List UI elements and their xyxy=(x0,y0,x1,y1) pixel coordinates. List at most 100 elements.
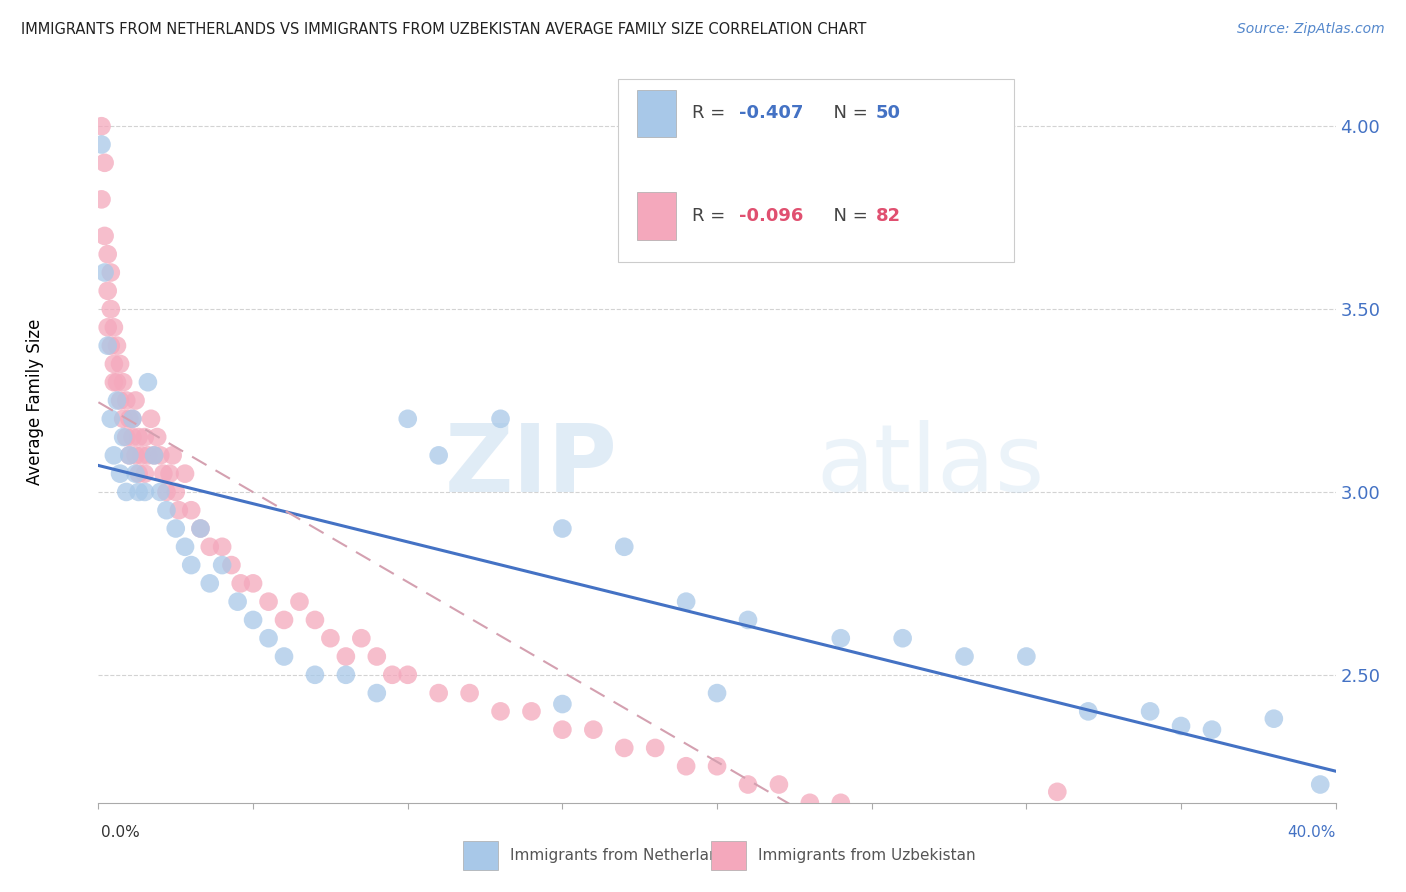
Point xyxy=(737,777,759,791)
Point xyxy=(155,484,177,499)
Text: R =: R = xyxy=(692,207,731,225)
Point xyxy=(90,120,112,134)
Point xyxy=(458,686,481,700)
Point xyxy=(706,686,728,700)
Point xyxy=(136,375,159,389)
Text: 40.0%: 40.0% xyxy=(1288,825,1336,840)
Point xyxy=(190,521,212,535)
Point xyxy=(159,467,181,481)
Point xyxy=(1309,777,1331,791)
Point xyxy=(112,411,135,425)
Point xyxy=(489,411,512,425)
Point xyxy=(319,631,342,645)
Point xyxy=(128,430,150,444)
Point xyxy=(396,411,419,425)
Point xyxy=(100,266,122,280)
Point xyxy=(180,503,202,517)
Point xyxy=(118,448,141,462)
Point xyxy=(97,247,120,261)
Point xyxy=(427,448,450,462)
Point xyxy=(211,540,233,554)
Text: -0.096: -0.096 xyxy=(740,207,804,225)
Point xyxy=(860,814,883,828)
Point xyxy=(1015,649,1038,664)
Point xyxy=(381,667,404,681)
Point xyxy=(108,467,131,481)
Point xyxy=(105,375,128,389)
Point xyxy=(1015,850,1038,864)
Point xyxy=(131,448,153,462)
Point xyxy=(613,740,636,755)
Point xyxy=(100,339,122,353)
Point xyxy=(273,649,295,664)
Point xyxy=(427,686,450,700)
Point xyxy=(143,448,166,462)
Point xyxy=(551,697,574,711)
Point xyxy=(97,284,120,298)
Point xyxy=(105,393,128,408)
Point xyxy=(953,649,976,664)
Point xyxy=(100,301,122,317)
Point xyxy=(520,705,543,719)
Point xyxy=(350,631,373,645)
Point xyxy=(551,521,574,535)
Text: R =: R = xyxy=(692,104,731,122)
Point xyxy=(134,467,156,481)
Point xyxy=(226,594,249,608)
Point xyxy=(103,357,125,371)
Text: IMMIGRANTS FROM NETHERLANDS VS IMMIGRANTS FROM UZBEKISTAN AVERAGE FAMILY SIZE CO: IMMIGRANTS FROM NETHERLANDS VS IMMIGRANT… xyxy=(21,22,866,37)
Point xyxy=(273,613,295,627)
Point xyxy=(165,484,187,499)
Bar xyxy=(711,841,745,870)
Text: atlas: atlas xyxy=(815,420,1045,512)
Point xyxy=(124,467,146,481)
Point xyxy=(165,521,187,535)
Point xyxy=(128,484,150,499)
Point xyxy=(118,411,141,425)
Text: N =: N = xyxy=(823,104,873,122)
Point xyxy=(953,832,976,847)
Point xyxy=(1201,723,1223,737)
Point xyxy=(768,777,790,791)
Point xyxy=(613,540,636,554)
Point xyxy=(984,832,1007,847)
Point xyxy=(121,411,143,425)
Point xyxy=(366,649,388,664)
Point xyxy=(100,411,122,425)
Point xyxy=(221,558,243,573)
Point xyxy=(124,393,146,408)
Point xyxy=(1139,705,1161,719)
Text: ZIP: ZIP xyxy=(446,420,619,512)
Text: Immigrants from Netherlands: Immigrants from Netherlands xyxy=(510,848,737,863)
Point xyxy=(134,430,156,444)
Text: N =: N = xyxy=(823,207,873,225)
Bar xyxy=(637,192,676,240)
Point xyxy=(257,631,280,645)
Text: 0.0%: 0.0% xyxy=(101,825,141,840)
Point xyxy=(891,631,914,645)
Point xyxy=(108,393,131,408)
Text: 82: 82 xyxy=(876,207,901,225)
Point xyxy=(105,339,128,353)
Point xyxy=(149,484,172,499)
Point xyxy=(121,411,143,425)
Bar xyxy=(464,841,498,870)
Point xyxy=(149,448,172,462)
Point xyxy=(396,667,419,681)
Point xyxy=(551,723,574,737)
Point xyxy=(103,320,125,334)
Point xyxy=(121,430,143,444)
Point xyxy=(93,228,115,243)
Point xyxy=(242,613,264,627)
Point xyxy=(198,576,221,591)
Point xyxy=(128,467,150,481)
Point xyxy=(146,430,169,444)
Text: Immigrants from Uzbekistan: Immigrants from Uzbekistan xyxy=(758,848,976,863)
Point xyxy=(108,357,131,371)
Point xyxy=(97,320,120,334)
Point xyxy=(211,558,233,573)
Point xyxy=(115,393,138,408)
Point xyxy=(162,448,184,462)
Point xyxy=(1077,705,1099,719)
Point xyxy=(90,193,112,207)
